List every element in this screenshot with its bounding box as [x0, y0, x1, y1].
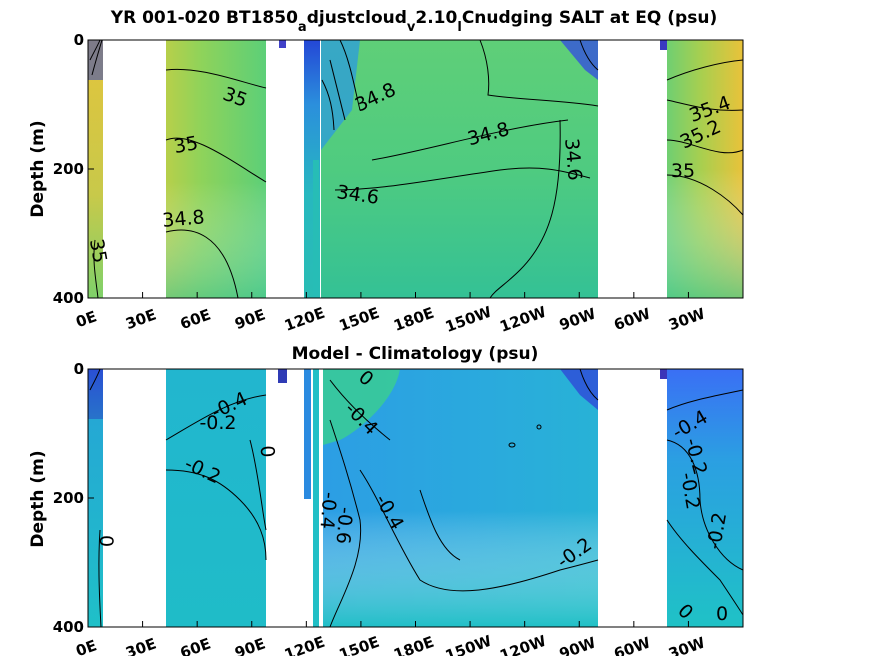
x-tick-label: 150W: [443, 632, 495, 656]
contour-label: -0.6: [331, 506, 356, 545]
top-field: [88, 40, 743, 298]
y-tick-label: 0: [74, 31, 84, 49]
x-tick-label: 60W: [611, 304, 653, 334]
x-tick-label: 90W: [557, 304, 599, 334]
x-tick-label: 60E: [178, 635, 213, 656]
contour-label: 34.8: [161, 206, 205, 232]
x-tick-label: 30E: [123, 635, 158, 656]
bottom-title: Model - Climatology (psu): [292, 344, 539, 364]
bottom-contours: [89, 368, 744, 628]
x-tick-label: 30W: [666, 633, 708, 656]
x-tick-label: 150E: [337, 304, 382, 335]
x-tick-label: 30W: [666, 304, 708, 334]
x-tick-label: 150W: [443, 303, 495, 336]
x-tick-label: 0E: [73, 636, 99, 656]
x-tick-label: 30E: [123, 306, 158, 334]
x-tick-label: 180E: [391, 633, 436, 656]
x-tick-label: 120E: [282, 304, 327, 335]
contour-label: 0: [716, 603, 728, 625]
y-tick-label: 0: [74, 360, 84, 378]
x-tick-label: 90W: [557, 633, 599, 656]
x-tick-label: 120W: [497, 303, 549, 336]
x-tick-label: 60W: [611, 633, 653, 656]
contour-label: 35: [85, 237, 111, 265]
top-contours: [89, 39, 744, 299]
bottom-panel: Model - Climatology (psu) Depth (m): [28, 344, 744, 656]
x-tick-label: 90E: [232, 306, 267, 334]
bottom-field: [88, 369, 743, 627]
x-tick-label: 60E: [178, 306, 213, 334]
top-ylabel: Depth (m): [28, 120, 48, 217]
top-panel: YR 001-020 BT1850adjustcloudv2.10lCnudgi…: [28, 8, 744, 336]
y-tick-label: 200: [53, 160, 84, 178]
contour-label: 35: [671, 160, 695, 182]
contour-label: 0: [95, 535, 117, 547]
y-tick-label: 400: [53, 289, 84, 307]
x-tick-label: 0E: [73, 307, 99, 331]
top-title: YR 001-020 BT1850adjustcloudv2.10lCnudgi…: [110, 8, 717, 35]
x-tick-label: 120W: [497, 632, 549, 656]
contour-label: -0.2: [199, 412, 236, 434]
x-tick-label: 150E: [337, 633, 382, 656]
contour-label: 35: [172, 132, 200, 158]
contour-label: 34.6: [560, 137, 586, 181]
contour-label: 0: [255, 444, 278, 458]
x-tick-label: 90E: [232, 635, 267, 656]
bottom-ylabel: Depth (m): [28, 450, 48, 547]
x-tick-label: 120E: [282, 633, 327, 656]
y-tick-label: 200: [53, 489, 84, 507]
contour-label: -0.4: [315, 491, 340, 530]
y-tick-label: 400: [53, 618, 84, 636]
x-tick-label: 180E: [391, 304, 436, 335]
